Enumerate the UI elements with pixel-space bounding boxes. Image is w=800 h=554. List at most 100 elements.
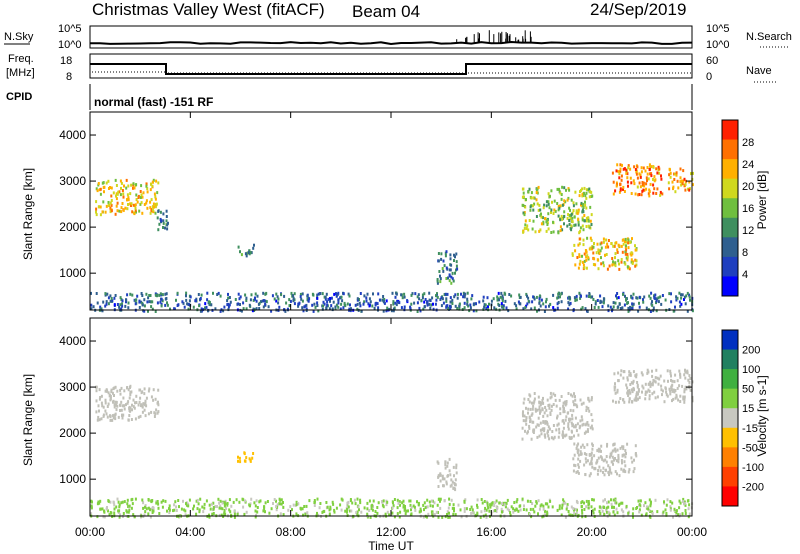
scatter-cell-3 xyxy=(538,401,541,405)
scatter-cell-6 xyxy=(157,502,160,506)
scatter-cell-6 xyxy=(542,504,545,508)
scatter-cell-6 xyxy=(410,512,413,516)
scatter-cell-3 xyxy=(563,410,566,414)
scatter-cell-0 xyxy=(100,394,103,398)
scatter-cell-5 xyxy=(616,248,619,252)
scatter-cell-3 xyxy=(525,422,528,426)
scatter-cell-6 xyxy=(376,511,379,515)
scatter-cell-6 xyxy=(448,502,451,506)
scatter-cell-8 xyxy=(680,302,683,306)
scatter-cell-3 xyxy=(573,392,575,396)
scatter-cell-8 xyxy=(678,291,681,295)
scatter-cell-6 xyxy=(641,181,644,184)
scatter-cell-6 xyxy=(175,509,178,512)
scatter-cell-8 xyxy=(573,296,576,300)
scatter-cell-8 xyxy=(116,303,119,306)
scatter-cell-7 xyxy=(674,190,677,194)
scatter-cell-4 xyxy=(573,463,576,467)
scatter-cell-4 xyxy=(550,211,552,214)
scatter-cell-0 xyxy=(114,400,117,404)
scatter-cell-5 xyxy=(655,368,658,372)
scatter-cell-4 xyxy=(627,470,630,474)
scatter-cell-4 xyxy=(522,195,525,199)
colorbar-tick: -15 xyxy=(742,423,758,435)
scatter-cell-6 xyxy=(506,507,509,511)
scatter-cell-5 xyxy=(614,391,617,395)
scatter-cell-8 xyxy=(423,300,426,304)
scatter-cell-5 xyxy=(654,396,657,400)
scatter-cell-3 xyxy=(590,396,593,400)
scatter-cell-0 xyxy=(150,410,153,414)
scatter-cell-3 xyxy=(545,408,548,412)
scatter-cell-3 xyxy=(523,414,526,418)
scatter-cell-8 xyxy=(448,304,451,308)
scatter-cell-8 xyxy=(289,299,292,303)
ytick-label: 3000 xyxy=(59,174,86,188)
scatter-cell-8 xyxy=(188,303,191,307)
scatter-cell-3 xyxy=(562,433,565,437)
scatter-cell-0 xyxy=(109,418,112,422)
scatter-cell-7 xyxy=(675,173,678,177)
scatter-cell-4 xyxy=(575,446,578,450)
scatter-cell-5 xyxy=(571,252,574,256)
scatter-cell-6 xyxy=(99,499,102,503)
scatter-cell-6 xyxy=(289,505,292,509)
scatter-cell-6 xyxy=(404,505,406,508)
scatter-cell-6 xyxy=(118,515,121,519)
scatter-cell-6 xyxy=(410,505,413,509)
scatter-cell-0 xyxy=(110,199,113,202)
scatter-cell-6 xyxy=(262,509,265,513)
scatter-cell-8 xyxy=(626,301,629,305)
scatter-cell-8 xyxy=(245,296,248,300)
scatter-cell-4 xyxy=(589,472,592,476)
scatter-cell-4 xyxy=(540,222,543,226)
scatter-cell-0 xyxy=(120,386,123,390)
scatter-cell-6 xyxy=(244,499,247,503)
freq-panel xyxy=(89,53,693,79)
scatter-cell-5 xyxy=(659,374,662,378)
scatter-cell-8 xyxy=(277,301,280,305)
scatter-cell-8 xyxy=(649,296,652,300)
scatter-cell-4 xyxy=(559,204,562,208)
scatter-cell-6 xyxy=(638,508,641,512)
scatter-cell-8 xyxy=(574,298,577,302)
scatter-cell-8 xyxy=(611,309,613,313)
scatter-cell-8 xyxy=(492,297,495,301)
scatter-cell-8 xyxy=(228,296,231,299)
scatter-cell-8 xyxy=(222,309,225,313)
scatter-cell-4 xyxy=(522,211,525,215)
scatter-cell-0 xyxy=(115,192,118,196)
scatter-cell-3 xyxy=(548,403,551,407)
scatter-cell-6 xyxy=(479,515,482,519)
scatter-cell-8 xyxy=(556,306,559,310)
scatter-cell-6 xyxy=(659,193,662,197)
scatter-cell-5 xyxy=(628,373,631,377)
scatter-cell-6 xyxy=(614,189,617,193)
scatter-cell-6 xyxy=(230,504,233,508)
scatter-cell-5 xyxy=(627,246,630,250)
scatter-cell-0 xyxy=(99,192,102,196)
scatter-cell-4 xyxy=(563,186,566,190)
scatter-cell-8 xyxy=(625,297,628,300)
scatter-cell-8 xyxy=(428,302,431,306)
scatter-cell-6 xyxy=(645,187,648,191)
scatter-cell-0 xyxy=(147,412,150,416)
scatter-cell-0 xyxy=(144,401,147,405)
scatter-cell-5 xyxy=(596,258,599,262)
scatter-cell-6 xyxy=(463,509,466,513)
scatter-cell-5 xyxy=(652,378,655,382)
scatter-cell-4 xyxy=(593,454,596,458)
scatter-cell-0 xyxy=(105,412,108,416)
scatter-cell-6 xyxy=(282,501,284,504)
scatter-cell-5 xyxy=(629,372,632,376)
scatter-cell-6 xyxy=(433,513,436,517)
scatter-cell-6 xyxy=(615,181,618,185)
scatter-cell-3 xyxy=(527,398,530,401)
scatter-cell-8 xyxy=(227,305,230,309)
scatter-cell-4 xyxy=(567,196,570,200)
scatter-cell-6 xyxy=(313,504,316,507)
scatter-cell-3 xyxy=(529,420,531,424)
scatter-cell-8 xyxy=(219,309,222,313)
scatter-cell-5 xyxy=(578,262,581,266)
scatter-cell-0 xyxy=(145,404,148,408)
